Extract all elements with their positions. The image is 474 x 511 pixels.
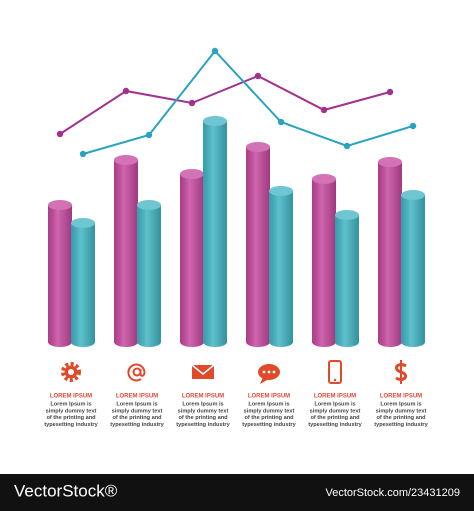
caption-line: Lorem Ipsum is — [314, 401, 355, 407]
bar-shade — [180, 174, 204, 347]
bar-cap — [269, 186, 293, 196]
caption-title: LOREM IPSUM — [182, 394, 224, 400]
line-point — [211, 47, 219, 55]
caption-line: simply dummy text — [244, 408, 295, 414]
line-point — [254, 72, 262, 80]
mail-icon — [191, 364, 215, 379]
caption-line: simply dummy text — [310, 408, 361, 414]
bar-cap — [401, 190, 425, 200]
caption-line: typesetting industry — [44, 422, 98, 428]
line-point — [188, 99, 196, 107]
caption-line: Lorem Ipsum is — [182, 401, 223, 407]
caption-line: typesetting industry — [374, 422, 428, 428]
caption-line: simply dummy text — [112, 408, 163, 414]
caption-line: of the printing and — [112, 415, 162, 421]
bar-cap — [203, 116, 227, 126]
bar-cap — [137, 200, 161, 210]
bar-cap — [180, 169, 204, 179]
gear-icon — [61, 362, 81, 382]
caption-line: simply dummy text — [178, 408, 229, 414]
caption-title: LOREM IPSUM — [116, 394, 158, 400]
bar-cap-light — [180, 169, 204, 179]
bar-shade — [269, 191, 293, 347]
caption-line: typesetting industry — [176, 422, 230, 428]
caption-title: LOREM IPSUM — [248, 394, 290, 400]
bar-cap-light — [312, 174, 336, 184]
at-icon — [127, 363, 146, 382]
caption-line: of the printing and — [178, 415, 228, 421]
bar-shade — [401, 195, 425, 347]
caption-line: simply dummy text — [376, 408, 427, 414]
footer-url: VectorStock.com/23431209 — [325, 487, 460, 499]
caption-line: simply dummy text — [46, 408, 97, 414]
bar-shade — [114, 160, 138, 347]
line-point — [79, 150, 87, 158]
caption-line: Lorem Ipsum is — [380, 401, 421, 407]
bar-shade — [312, 179, 336, 347]
caption-line: of the printing and — [310, 415, 360, 421]
line-point — [122, 87, 130, 95]
icons — [61, 360, 407, 384]
caption-line: typesetting industry — [242, 422, 296, 428]
line-point — [343, 142, 351, 150]
bar-shade — [71, 223, 95, 347]
bar-cap-light — [48, 200, 72, 210]
bar-cap — [48, 200, 72, 210]
bar-cap-light — [378, 157, 402, 167]
bar-cap-light — [71, 218, 95, 228]
bar-cap — [312, 174, 336, 184]
line-point — [56, 130, 64, 138]
bar-cap — [335, 210, 359, 220]
bar-shade — [203, 121, 227, 347]
bar-shade — [246, 147, 270, 347]
line — [59, 74, 391, 135]
dollar-icon — [395, 360, 407, 384]
bar-shade — [137, 205, 161, 347]
bar-shade — [335, 215, 359, 347]
bar-shade — [378, 162, 402, 347]
caption-title: LOREM IPSUM — [380, 394, 422, 400]
footer-brand: VectorStock® — [14, 481, 118, 500]
caption-line: typesetting industry — [110, 422, 164, 428]
bar-cap-light — [269, 186, 293, 196]
caption-title: LOREM IPSUM — [314, 394, 356, 400]
bar-cap-light — [137, 200, 161, 210]
caption-line: Lorem Ipsum is — [50, 401, 91, 407]
line — [82, 49, 414, 155]
line-point — [409, 122, 417, 130]
bar-cap-light — [401, 190, 425, 200]
caption-line: of the printing and — [244, 415, 294, 421]
bar-cap — [378, 157, 402, 167]
line-point — [145, 131, 153, 139]
caption-title: LOREM IPSUM — [50, 394, 92, 400]
bar-cap — [246, 142, 270, 152]
bar-cap — [114, 155, 138, 165]
bar-cap-light — [246, 142, 270, 152]
phone-icon — [328, 360, 342, 384]
caption-line: typesetting industry — [308, 422, 362, 428]
caption-line: of the printing and — [376, 415, 426, 421]
bar-cap-light — [114, 155, 138, 165]
chart — [48, 47, 425, 347]
caption-line: of the printing and — [46, 415, 96, 421]
line-point — [386, 88, 394, 96]
bar-cap-light — [335, 210, 359, 220]
caption-line: Lorem Ipsum is — [248, 401, 289, 407]
bar-cap-light — [203, 116, 227, 126]
footer-bar — [0, 474, 474, 511]
bar-shade — [48, 205, 72, 347]
line-point — [320, 106, 328, 114]
chat-icon — [258, 364, 280, 384]
bar-cap — [71, 218, 95, 228]
caption-line: Lorem Ipsum is — [116, 401, 157, 407]
line-point — [277, 118, 285, 126]
